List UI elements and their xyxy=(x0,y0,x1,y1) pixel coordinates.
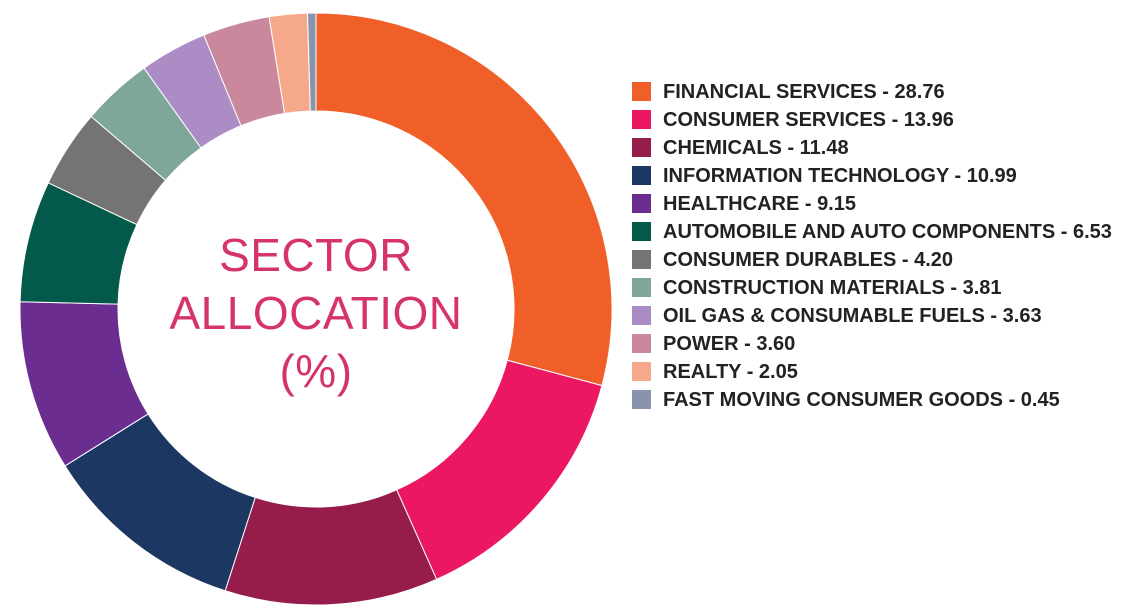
legend-item: FAST MOVING CONSUMER GOODS - 0.45 xyxy=(632,386,1112,414)
chart-center-title: SECTOR ALLOCATION (%) xyxy=(136,226,496,400)
legend-label: AUTOMOBILE AND AUTO COMPONENTS - 6.53 xyxy=(663,221,1112,243)
legend-label: FAST MOVING CONSUMER GOODS - 0.45 xyxy=(663,389,1060,411)
legend-swatch xyxy=(632,110,651,129)
legend-label: FINANCIAL SERVICES - 28.76 xyxy=(663,81,945,103)
legend-swatch xyxy=(632,390,651,409)
legend-swatch xyxy=(632,250,651,269)
legend-label: HEALTHCARE - 9.15 xyxy=(663,193,856,215)
center-title-line-3: (%) xyxy=(279,345,353,397)
chart-legend: FINANCIAL SERVICES - 28.76 CONSUMER SERVI… xyxy=(632,78,1112,414)
legend-swatch xyxy=(632,362,651,381)
legend-swatch xyxy=(632,306,651,325)
legend-item: CONSUMER SERVICES - 13.96 xyxy=(632,106,1112,134)
donut-slice-financial-services xyxy=(315,12,613,387)
legend-swatch xyxy=(632,194,651,213)
legend-item: HEALTHCARE - 9.15 xyxy=(632,190,1112,218)
legend-item: CONSUMER DURABLES - 4.20 xyxy=(632,246,1112,274)
legend-swatch xyxy=(632,278,651,297)
legend-label: OIL GAS & CONSUMABLE FUELS - 3.63 xyxy=(663,305,1042,327)
donut-slice-fast-moving-consumer-goods xyxy=(306,12,317,112)
legend-item: INFORMATION TECHNOLOGY - 10.99 xyxy=(632,162,1112,190)
legend-swatch xyxy=(632,166,651,185)
legend-swatch xyxy=(632,82,651,101)
donut-slice-chemicals xyxy=(224,489,438,606)
legend-item: OIL GAS & CONSUMABLE FUELS - 3.63 xyxy=(632,302,1112,330)
legend-swatch xyxy=(632,334,651,353)
legend-label: CONSUMER SERVICES - 13.96 xyxy=(663,109,954,131)
center-title-line-1: SECTOR xyxy=(219,229,413,281)
legend-label: POWER - 3.60 xyxy=(663,333,796,355)
legend-label: CHEMICALS - 11.48 xyxy=(663,137,849,159)
legend-item: AUTOMOBILE AND AUTO COMPONENTS - 6.53 xyxy=(632,218,1112,246)
legend-swatch xyxy=(632,138,651,157)
legend-swatch xyxy=(632,222,651,241)
legend-label: INFORMATION TECHNOLOGY - 10.99 xyxy=(663,165,1017,187)
legend-item: REALTY - 2.05 xyxy=(632,358,1112,386)
legend-label: CONSTRUCTION MATERIALS - 3.81 xyxy=(663,277,1002,299)
legend-label: CONSUMER DURABLES - 4.20 xyxy=(663,249,954,271)
legend-item: CONSTRUCTION MATERIALS - 3.81 xyxy=(632,274,1112,302)
legend-item: FINANCIAL SERVICES - 28.76 xyxy=(632,78,1112,106)
center-title-line-2: ALLOCATION xyxy=(169,287,463,339)
legend-label: REALTY - 2.05 xyxy=(663,361,798,383)
legend-item: POWER - 3.60 xyxy=(632,330,1112,358)
donut-slices xyxy=(19,12,613,606)
legend-item: CHEMICALS - 11.48 xyxy=(632,134,1112,162)
donut-chart xyxy=(19,12,613,606)
